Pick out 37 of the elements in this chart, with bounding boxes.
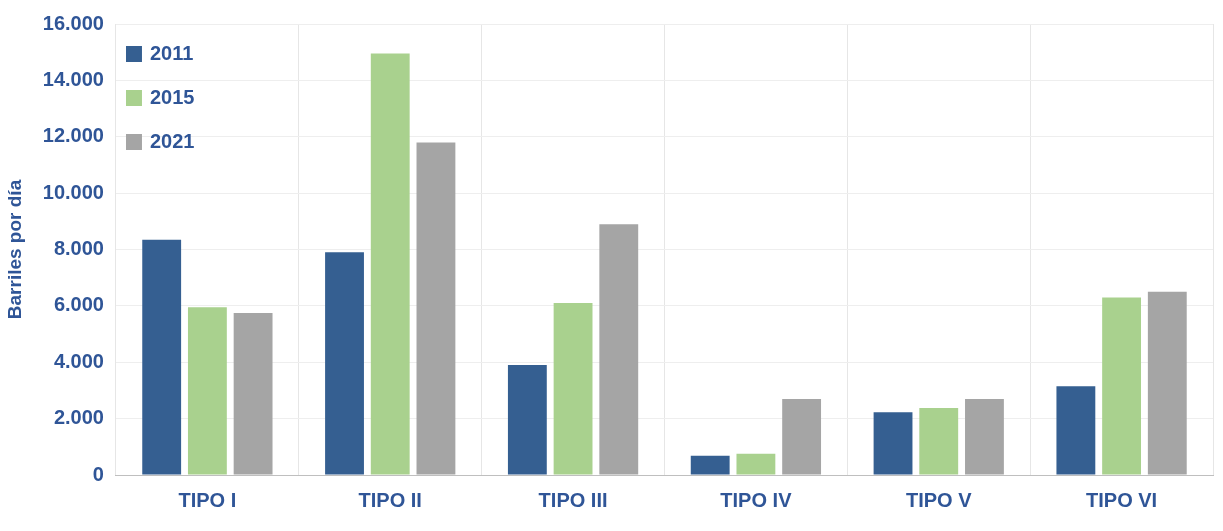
bar [736,453,776,475]
x-tick-label: TIPO II [358,488,422,511]
y-tick-label: 0 [92,462,104,485]
bar [187,307,227,475]
bar [1102,297,1142,475]
bar [1147,291,1187,475]
bar [1056,386,1096,475]
x-tick-label: TIPO IV [720,488,793,511]
y-tick-label: 6.000 [53,293,104,316]
legend-label: 2015 [149,85,195,108]
x-tick-label: TIPO VI [1086,488,1158,511]
y-tick-label: 4.000 [53,349,104,372]
x-tick-label: TIPO I [178,488,237,511]
y-tick-label: 2.000 [53,406,104,429]
bar [416,142,456,475]
y-tick-label: 10.000 [42,180,104,203]
bar [507,365,547,475]
legend-label: 2021 [149,129,195,152]
x-tick-label: TIPO III [538,488,608,511]
bar [325,252,364,475]
y-tick-label: 16.000 [42,11,104,34]
y-axis-title: Barriles por día [3,179,25,320]
bar [370,53,410,475]
bar [599,224,639,475]
bar [919,407,959,475]
bar [553,303,593,475]
bar [233,312,273,475]
y-tick-label: 12.000 [42,124,104,147]
bar [965,398,1004,475]
bar [782,398,822,475]
bar [690,455,730,475]
x-tick-label: TIPO V [905,488,973,511]
bar [142,239,182,475]
y-tick-label: 8.000 [53,237,104,260]
legend-label: 2011 [149,41,194,64]
y-tick-label: 14.000 [42,67,104,90]
bar [873,412,913,475]
